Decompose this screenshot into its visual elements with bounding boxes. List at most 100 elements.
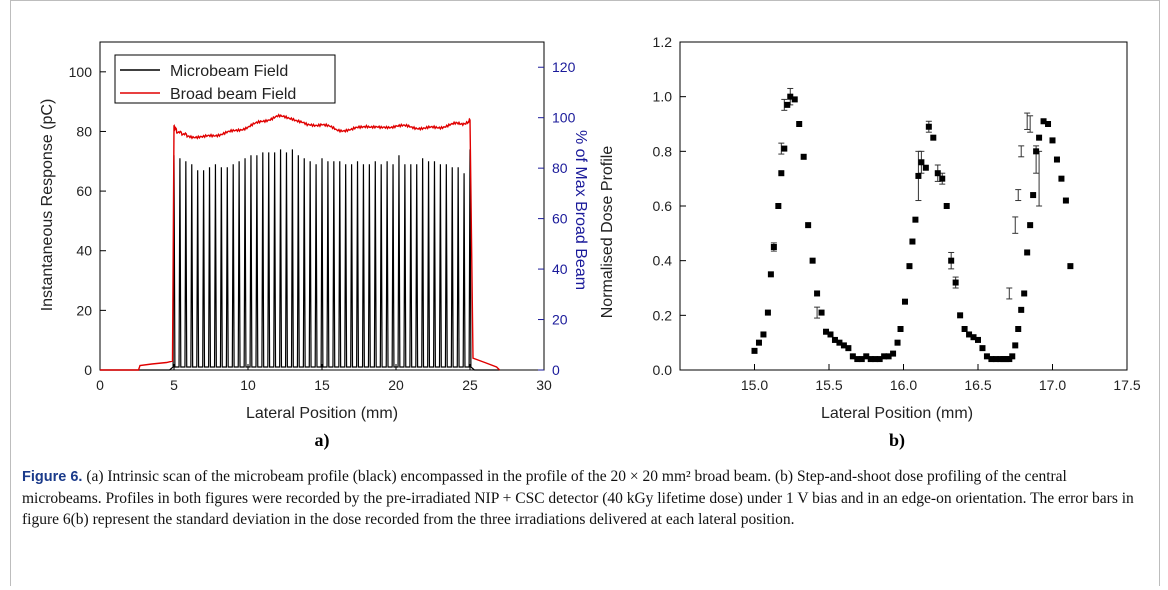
data-point: [922, 164, 929, 171]
data-point: [800, 153, 807, 160]
data-point: [885, 353, 892, 360]
figure-frame: [10, 0, 1160, 586]
data-point: [831, 336, 838, 343]
data-point: [775, 203, 782, 209]
data-point: [809, 257, 816, 264]
data-point: [909, 238, 916, 245]
data-point: [890, 350, 897, 357]
x-tick-label: 15.5: [815, 377, 842, 393]
panel-b-plot-frame: [679, 41, 1128, 371]
y-tick-label: 1.0: [653, 89, 673, 105]
x-tick-label: 17.5: [1113, 377, 1140, 393]
caption-text: (a) Intrinsic scan of the microbeam prof…: [22, 468, 1134, 528]
data-point: [918, 159, 925, 166]
broad-beam-field-line: [100, 113, 501, 371]
data-point: [770, 244, 777, 250]
data-point: [849, 353, 856, 360]
data-point: [1062, 197, 1069, 204]
data-point: [1015, 326, 1022, 332]
data-point: [867, 356, 874, 363]
data-point: [970, 334, 977, 341]
data-point: [805, 222, 812, 229]
y-tick-label: 0.2: [653, 307, 673, 323]
x-tick-label: 10: [240, 377, 256, 393]
panel-a-x-label: Lateral Position (mm): [246, 405, 398, 422]
data-point: [1027, 222, 1034, 229]
data-point: [767, 271, 774, 278]
data-point: [948, 257, 955, 264]
data-point: [992, 356, 999, 363]
data-point: [787, 93, 794, 100]
y2-tick-label: 60: [552, 211, 568, 227]
x-tick-label: 30: [536, 377, 552, 393]
panel-b-data-points: [751, 93, 1074, 363]
caption-label: Figure 6.: [22, 469, 83, 485]
legend-broadbeam-label: Broad beam Field: [170, 86, 296, 103]
y2-tick-label: 100: [552, 110, 576, 126]
y-tick-label: 0: [84, 362, 92, 378]
data-point: [781, 145, 788, 152]
data-point: [796, 121, 803, 127]
data-point: [1018, 306, 1025, 313]
data-point: [961, 326, 968, 332]
x-tick-label: 16.0: [890, 377, 917, 393]
x-tick-label: 16.5: [964, 377, 991, 393]
panel-a-y-axis: 0 20 40 60 80 100: [69, 64, 106, 378]
data-point: [1049, 137, 1056, 144]
data-point: [1033, 148, 1040, 155]
x-tick-label: 20: [388, 377, 404, 393]
y2-tick-label: 40: [552, 261, 568, 277]
x-tick-label: 15.0: [741, 377, 768, 393]
data-point: [901, 298, 908, 305]
x-tick-label: 5: [170, 377, 178, 393]
data-point: [818, 309, 825, 316]
panel-a-x-axis: 0 5 10 15 20 25 30: [96, 364, 552, 393]
y-tick-label: 60: [76, 183, 92, 199]
y-tick-label: 0.0: [653, 362, 673, 378]
data-point: [897, 326, 904, 332]
panel-a-label: a): [315, 430, 330, 451]
x-tick-label: 0: [96, 377, 104, 393]
data-point: [836, 339, 843, 346]
data-point: [912, 216, 919, 223]
data-point: [840, 342, 847, 349]
data-point: [1040, 118, 1047, 125]
data-point: [894, 339, 901, 346]
legend-box: [114, 54, 336, 104]
panel-b-x-label: Lateral Position (mm): [821, 405, 973, 422]
data-point: [966, 331, 973, 338]
data-point: [791, 96, 798, 103]
panel-b-x-axis: 15.0 15.5 16.0 16.5 17.0 17.5: [741, 364, 1141, 393]
data-point: [943, 203, 950, 209]
y-tick-label: 0.8: [653, 143, 673, 159]
x-tick-label: 25: [462, 377, 478, 393]
data-point: [863, 353, 870, 360]
data-point: [755, 339, 762, 346]
data-point: [751, 347, 758, 354]
panel-a-y-label: Instantaneous Response (pC): [39, 99, 56, 312]
y2-tick-label: 20: [552, 312, 568, 328]
y2-tick-label: 80: [552, 160, 568, 176]
data-point: [827, 331, 834, 338]
panel-b-y-axis: 0.0 0.2 0.4 0.6 0.8 1.0 1.2: [653, 34, 686, 378]
panel-b-error-bars: [770, 87, 1043, 319]
y-tick-label: 100: [69, 64, 93, 80]
data-point: [872, 356, 879, 363]
data-point: [915, 172, 922, 179]
panel-b-y-label: Normalised Dose Profile: [599, 146, 616, 319]
data-point: [784, 101, 791, 108]
data-point: [988, 356, 995, 363]
data-point: [823, 328, 830, 335]
data-point: [845, 345, 852, 352]
x-tick-label: 15: [314, 377, 330, 393]
x-tick-label: 17.0: [1039, 377, 1066, 393]
panel-b-label: b): [889, 430, 905, 451]
data-point: [939, 175, 946, 182]
panel-a-legend: Microbeam Field Broad beam Field: [114, 54, 336, 104]
y-tick-label: 80: [76, 123, 92, 139]
data-point: [975, 336, 981, 343]
data-point: [983, 353, 990, 360]
panel-a-y2-axis: 0 20 40 60 80 100 120: [538, 59, 576, 378]
data-point: [881, 353, 888, 360]
figure-canvas: 0 5 10 15 20 25 30 0 20 40 60 80 100 0 20 40 60 80 100 12…: [39, 34, 1141, 451]
